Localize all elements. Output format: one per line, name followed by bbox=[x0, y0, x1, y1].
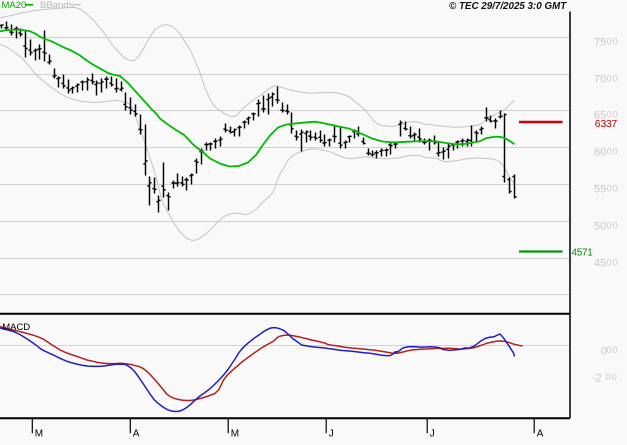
svg-text:4571: 4571 bbox=[572, 247, 593, 258]
svg-text:00: 00 bbox=[607, 183, 619, 193]
svg-text:MACD: MACD bbox=[2, 322, 30, 333]
svg-text:75: 75 bbox=[594, 37, 606, 49]
svg-text:00: 00 bbox=[607, 146, 619, 156]
svg-text:A: A bbox=[537, 429, 544, 440]
svg-text:00: 00 bbox=[606, 345, 618, 355]
svg-text:00: 00 bbox=[607, 36, 619, 46]
svg-text:60: 60 bbox=[594, 147, 606, 159]
svg-text:MA20: MA20 bbox=[2, 0, 27, 11]
svg-text:55: 55 bbox=[594, 184, 606, 196]
svg-text:© TEC 29/7/2025 3:0 GMT: © TEC 29/7/2025 3:0 GMT bbox=[449, 1, 567, 12]
svg-text:00: 00 bbox=[606, 372, 618, 382]
svg-text:0: 0 bbox=[601, 345, 607, 357]
svg-text:70: 70 bbox=[594, 74, 606, 86]
svg-text:45: 45 bbox=[594, 258, 606, 270]
svg-text:A: A bbox=[133, 429, 140, 440]
svg-text:65: 65 bbox=[594, 110, 606, 122]
svg-text:-2: -2 bbox=[592, 373, 602, 385]
svg-text:J: J bbox=[329, 429, 334, 440]
svg-text:50: 50 bbox=[594, 221, 606, 233]
svg-text:00: 00 bbox=[607, 73, 619, 83]
svg-text:J: J bbox=[430, 429, 435, 440]
svg-text:00: 00 bbox=[607, 109, 619, 119]
svg-text:M: M bbox=[35, 429, 43, 440]
svg-text:M: M bbox=[231, 429, 239, 440]
svg-text:6337: 6337 bbox=[595, 118, 618, 130]
svg-text:00: 00 bbox=[607, 220, 619, 230]
svg-text:00: 00 bbox=[607, 257, 619, 267]
svg-text:BBands: BBands bbox=[40, 0, 74, 11]
